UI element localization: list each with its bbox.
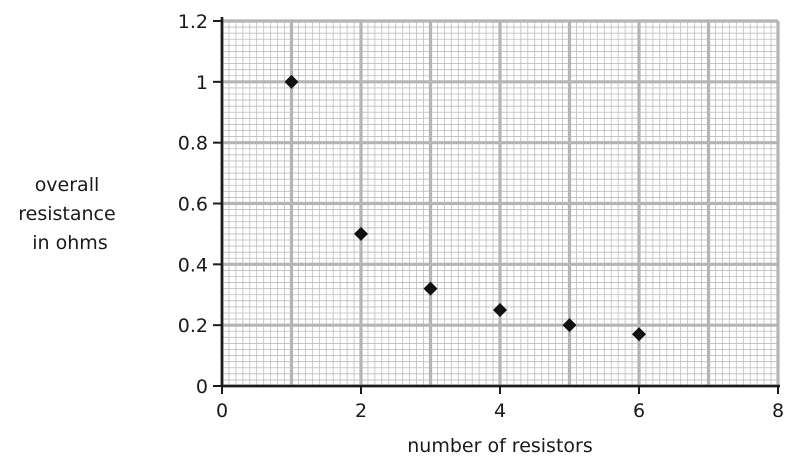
y-tick-label: 0.4 bbox=[178, 254, 208, 276]
y-axis-label-line-3: in ohms bbox=[32, 232, 107, 254]
x-tick-label: 2 bbox=[355, 400, 367, 422]
y-tick-label: 0.2 bbox=[178, 315, 208, 337]
data-points bbox=[284, 74, 646, 342]
x-axis-ticks: 0 2 4 6 8 bbox=[216, 386, 784, 422]
y-axis-label-line-2: resistance bbox=[18, 203, 115, 225]
x-tick-label: 6 bbox=[633, 400, 645, 422]
data-point-marker bbox=[423, 281, 438, 296]
x-axis-label: number of resistors bbox=[407, 435, 593, 457]
data-point-marker bbox=[632, 327, 646, 342]
y-tick-label: 0.8 bbox=[178, 133, 208, 155]
data-point-marker bbox=[493, 302, 507, 317]
y-tick-label: 1 bbox=[196, 72, 208, 94]
y-axis-label-line-1: overall bbox=[35, 174, 100, 196]
y-axis-ticks: 0 0.2 0.4 0.6 0.8 1 1.2 bbox=[178, 11, 222, 398]
y-tick-label: 1.2 bbox=[178, 11, 208, 33]
x-tick-label: 8 bbox=[772, 400, 784, 422]
x-tick-label: 4 bbox=[494, 400, 506, 422]
data-point-marker bbox=[562, 318, 577, 333]
y-axis-label: overall resistance in ohms bbox=[18, 174, 121, 254]
data-point-marker bbox=[284, 74, 299, 89]
y-tick-label: 0 bbox=[196, 376, 208, 398]
x-tick-label: 0 bbox=[216, 400, 228, 422]
data-point-marker bbox=[354, 226, 368, 241]
y-tick-label: 0.6 bbox=[178, 194, 208, 216]
